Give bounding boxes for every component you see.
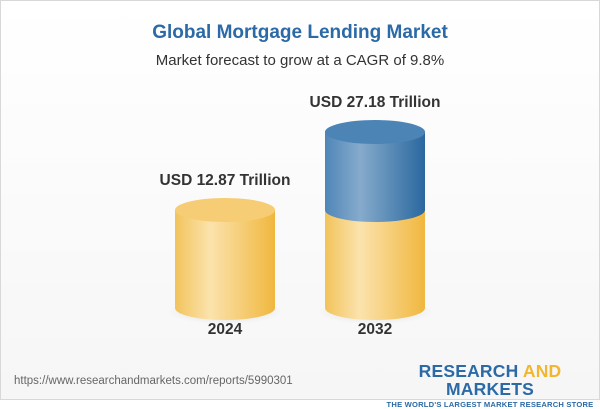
cylinder-top: [325, 120, 425, 144]
data-label: USD 12.87 Trillion: [160, 172, 291, 189]
infographic-frame: [0, 0, 600, 400]
cylinder-growth-segment: [325, 132, 425, 222]
logo-tagline: THE WORLD'S LARGEST MARKET RESEARCH STOR…: [386, 400, 594, 409]
report-url[interactable]: https://www.researchandmarkets.com/repor…: [14, 375, 293, 387]
chart-title: Global Mortgage Lending Market: [152, 22, 448, 43]
cylinder-top: [175, 198, 275, 222]
cylinder-base-segment: [175, 210, 275, 320]
chart-subtitle: Market forecast to grow at a CAGR of 9.8…: [155, 52, 445, 69]
category-label: 2024: [208, 321, 243, 338]
category-label: 2032: [358, 321, 392, 338]
cylinder-chart: USD 12.87 Trillion 2024 USD 27.18 Trillion…: [160, 94, 441, 338]
research-and-markets-logo: RESEARCH AND MARKETS THE WORLD'S LARGEST…: [386, 361, 594, 409]
cylinder-base-segment: [325, 210, 425, 320]
data-label: USD 27.18 Trillion: [310, 94, 441, 111]
